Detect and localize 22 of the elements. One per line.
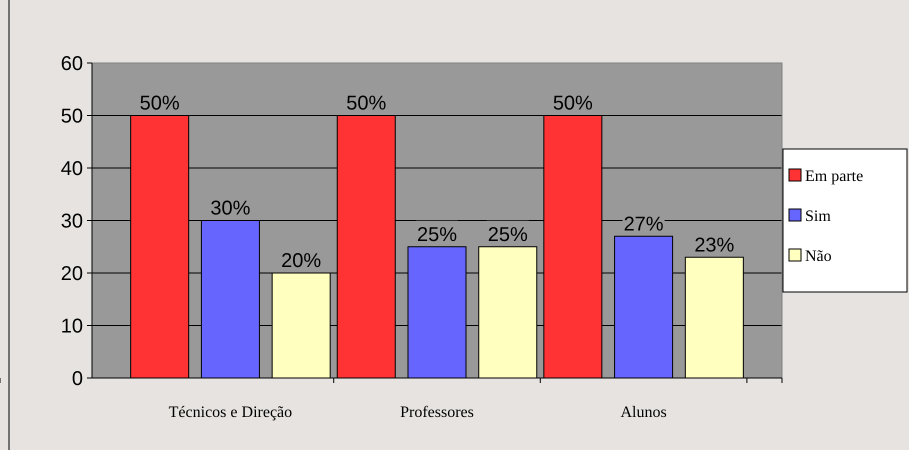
y-tick-label: 0 bbox=[72, 368, 83, 390]
y-tick-label: 10 bbox=[60, 316, 83, 338]
y-tick-label: 50 bbox=[60, 106, 83, 128]
data-label: 50% bbox=[140, 92, 180, 114]
data-label: 50% bbox=[552, 92, 594, 114]
legend-label: Em parte bbox=[805, 168, 864, 185]
data-label: 27% bbox=[624, 213, 664, 236]
data-label: 23% bbox=[694, 234, 735, 256]
data-label: 20% bbox=[281, 250, 322, 272]
x-tick-label: Professores bbox=[400, 404, 474, 421]
data-label: 25% bbox=[416, 224, 458, 246]
x-tick-label: Técnicos e Direção bbox=[168, 404, 292, 421]
data-label: 25% bbox=[488, 224, 528, 246]
y-tick-label: 40 bbox=[60, 158, 83, 180]
y-tick-label: 60 bbox=[60, 53, 83, 75]
legend-label: Sim bbox=[805, 208, 832, 225]
x-tick-label: Alunos bbox=[620, 404, 667, 421]
data-label: 30% bbox=[210, 198, 251, 220]
data-label: 50% bbox=[346, 92, 386, 114]
legend-label: Não bbox=[805, 248, 832, 265]
y-tick-label: 20 bbox=[60, 263, 83, 285]
y-tick-label: 30 bbox=[60, 210, 83, 232]
